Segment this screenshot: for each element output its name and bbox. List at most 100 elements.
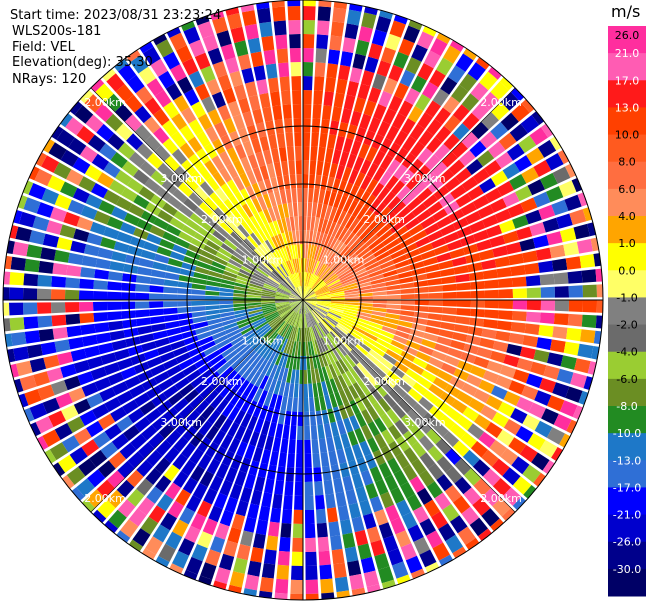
gate — [434, 492, 452, 510]
gate — [343, 94, 356, 111]
gate — [134, 124, 152, 142]
gate — [358, 305, 373, 311]
gate — [318, 353, 325, 368]
gate — [512, 288, 527, 298]
gate — [335, 264, 348, 275]
gate — [322, 336, 331, 350]
gate — [318, 264, 328, 278]
gate — [350, 261, 364, 272]
gate — [272, 335, 282, 349]
gate — [321, 592, 335, 600]
gate — [465, 374, 483, 388]
gate — [338, 341, 350, 354]
gate — [28, 166, 40, 181]
gate — [258, 389, 268, 405]
gate — [292, 202, 298, 217]
gate — [443, 45, 461, 64]
gate — [413, 537, 431, 555]
gate — [314, 481, 324, 496]
gate — [289, 297, 303, 300]
gate — [401, 118, 416, 135]
gate — [482, 488, 501, 507]
gate — [261, 420, 271, 436]
gate — [275, 250, 284, 264]
gate — [416, 487, 433, 505]
gate — [427, 201, 443, 215]
gate — [283, 279, 294, 291]
gate — [303, 297, 317, 300]
gate — [235, 394, 247, 410]
colorbar-segment — [608, 514, 646, 543]
gate — [204, 389, 219, 404]
gate — [212, 171, 226, 187]
gate — [42, 397, 60, 414]
gate — [435, 125, 452, 143]
gate — [318, 367, 325, 382]
gate — [134, 416, 151, 433]
gate — [402, 464, 418, 481]
gate — [565, 386, 583, 403]
gate — [368, 198, 382, 213]
gate — [364, 453, 377, 470]
gate — [226, 147, 239, 163]
gate — [190, 465, 205, 482]
gate — [303, 293, 316, 300]
gate — [253, 272, 267, 281]
gate — [501, 92, 520, 111]
gate — [122, 399, 139, 415]
gate — [283, 382, 290, 397]
gate — [405, 57, 422, 75]
gate — [324, 205, 333, 220]
gate — [353, 346, 366, 359]
gate — [411, 267, 426, 276]
gate — [286, 311, 296, 324]
gate — [259, 577, 274, 593]
gate — [390, 487, 405, 504]
gate — [134, 105, 152, 124]
gate — [137, 369, 154, 383]
gate — [282, 280, 293, 291]
gate — [483, 319, 498, 329]
gate — [296, 258, 300, 273]
gate — [177, 288, 192, 295]
gate — [254, 269, 268, 279]
gate — [425, 100, 442, 118]
gate — [158, 378, 174, 392]
gate — [175, 237, 191, 249]
gate — [495, 375, 513, 390]
gate — [205, 216, 220, 230]
gate — [379, 170, 393, 186]
gate — [534, 420, 553, 438]
gate — [269, 450, 279, 466]
gate — [399, 315, 414, 323]
gate — [311, 439, 320, 454]
gate — [136, 218, 153, 232]
gate — [265, 120, 276, 136]
gate — [526, 373, 543, 389]
gate — [218, 342, 233, 354]
gate — [565, 256, 582, 270]
gate — [258, 325, 271, 336]
gate — [486, 360, 503, 374]
gate — [257, 195, 267, 211]
gate — [273, 20, 287, 36]
gate — [60, 181, 78, 198]
gate — [456, 415, 473, 431]
gate — [282, 367, 289, 383]
gate — [125, 94, 143, 113]
gate — [469, 517, 488, 537]
gate — [263, 258, 275, 271]
gate — [303, 6, 316, 21]
gate — [69, 447, 88, 465]
gate — [303, 145, 310, 161]
gate — [285, 246, 292, 261]
gate — [115, 84, 134, 103]
gate — [298, 272, 302, 287]
gate — [57, 351, 74, 366]
gate — [182, 364, 198, 377]
gate — [371, 282, 386, 289]
gate — [276, 175, 285, 191]
gate — [68, 137, 87, 156]
gate — [407, 334, 423, 344]
gate — [263, 391, 273, 407]
